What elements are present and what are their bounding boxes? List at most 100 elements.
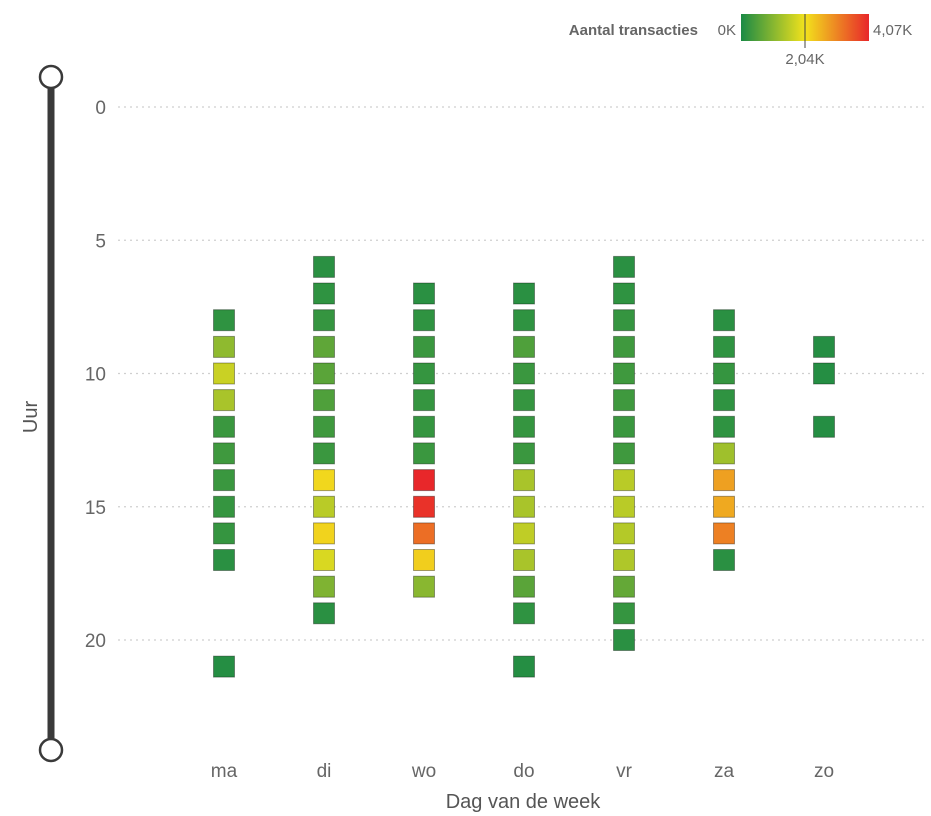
heatmap-cell-vr-17[interactable] [613, 549, 635, 571]
heatmap-cell-za-8[interactable] [713, 309, 735, 332]
heatmap-cell-ma-21[interactable] [213, 655, 235, 678]
legend-min-label: 0K [718, 22, 736, 39]
heatmap-cell-di-15[interactable] [313, 495, 335, 518]
x-axis-label: Dag van de week [446, 791, 602, 813]
heatmap-cell-do-11[interactable] [513, 389, 535, 412]
legend-mid-label: 2,04K [785, 51, 824, 68]
heatmap-cell-do-13[interactable] [513, 442, 535, 465]
slider-handle-bottom[interactable] [38, 737, 64, 763]
heatmap-cell-za-13[interactable] [713, 442, 735, 465]
hour-range-slider[interactable] [38, 64, 64, 763]
legend-title: Aantal transacties [569, 22, 698, 39]
heatmap-cell-wo-8[interactable] [413, 309, 435, 332]
heatmap-cell-vr-19[interactable] [613, 602, 635, 625]
heatmap-cell-za-12[interactable] [713, 415, 735, 438]
heatmap-cell-wo-7[interactable] [413, 282, 435, 305]
heatmap-cell-vr-13[interactable] [613, 442, 635, 465]
heatmap-cell-wo-11[interactable] [413, 389, 435, 412]
heatmap-cell-vr-14[interactable] [613, 469, 635, 492]
heatmap-cell-di-13[interactable] [313, 442, 335, 465]
x-axis-ticks: ma di wo do vr za zo [211, 761, 834, 782]
heatmap-cell-do-7[interactable] [513, 282, 535, 305]
heatmap-cell-zo-9[interactable] [813, 335, 835, 358]
heatmap-cell-za-14[interactable] [713, 469, 735, 492]
heatmap-cell-do-9[interactable] [513, 335, 535, 358]
heatmap-cell-za-11[interactable] [713, 389, 735, 412]
heatmap-cell-vr-20[interactable] [613, 629, 635, 651]
heatmap-cell-do-17[interactable] [513, 549, 535, 571]
heatmap-cell-di-7[interactable] [313, 282, 335, 305]
heatmap-cell-do-8[interactable] [513, 309, 535, 332]
heatmap-cell-vr-9[interactable] [613, 335, 635, 358]
heatmap-cell-wo-9[interactable] [413, 335, 435, 358]
heatmap-cells [213, 255, 835, 678]
heatmap-cell-do-12[interactable] [513, 415, 535, 438]
heatmap-cell-za-10[interactable] [713, 362, 735, 385]
heatmap-cell-wo-12[interactable] [413, 415, 435, 438]
heatmap-cell-do-14[interactable] [513, 469, 535, 492]
heatmap-cell-vr-18[interactable] [613, 575, 635, 598]
heatmap-cell-ma-12[interactable] [213, 415, 235, 438]
heatmap-cell-wo-13[interactable] [413, 442, 435, 465]
heatmap-cell-di-18[interactable] [313, 575, 335, 598]
heatmap-cell-ma-8[interactable] [213, 309, 235, 332]
heatmap-cell-di-16[interactable] [313, 522, 335, 545]
heatmap-cell-vr-8[interactable] [613, 309, 635, 332]
heatmap-cell-vr-10[interactable] [613, 362, 635, 385]
x-tick-label: ma [211, 761, 238, 782]
heatmap-cell-wo-17[interactable] [413, 549, 435, 571]
heatmap-cell-zo-12[interactable] [813, 415, 835, 438]
heatmap-cell-ma-9[interactable] [213, 335, 235, 358]
x-tick-label: za [714, 761, 735, 782]
heatmap-cell-ma-14[interactable] [213, 469, 235, 492]
heatmap-cell-wo-10[interactable] [413, 362, 435, 385]
legend: Aantal transacties 0K 4,07K 2,04K [569, 14, 912, 68]
heatmap-cell-di-9[interactable] [313, 335, 335, 358]
y-tick-label: 15 [85, 498, 106, 519]
heatmap-cell-ma-17[interactable] [213, 549, 235, 571]
heatmap-cell-di-6[interactable] [313, 255, 335, 278]
heatmap-cell-zo-10[interactable] [813, 362, 835, 385]
heatmap-cell-di-12[interactable] [313, 415, 335, 438]
heatmap-cell-di-11[interactable] [313, 389, 335, 412]
x-tick-label: di [317, 761, 332, 782]
heatmap-cell-ma-11[interactable] [213, 389, 235, 412]
y-axis-label: Uur [20, 401, 42, 434]
heatmap-cell-di-19[interactable] [313, 602, 335, 625]
heatmap-cell-za-17[interactable] [713, 549, 735, 571]
heatmap-cell-do-19[interactable] [513, 602, 535, 625]
heatmap-cell-do-15[interactable] [513, 495, 535, 518]
heatmap-cell-wo-14[interactable] [413, 469, 435, 492]
heatmap-cell-ma-10[interactable] [213, 362, 235, 385]
heatmap-cell-vr-7[interactable] [613, 282, 635, 305]
heatmap-cell-vr-12[interactable] [613, 415, 635, 438]
heatmap-cell-vr-11[interactable] [613, 389, 635, 412]
x-tick-label: zo [814, 761, 834, 782]
slider-handle-top[interactable] [38, 64, 64, 90]
heatmap-cell-do-18[interactable] [513, 575, 535, 598]
heatmap-cell-za-9[interactable] [713, 335, 735, 358]
y-axis-ticks: 0 5 10 15 20 [85, 98, 106, 652]
heatmap-cell-di-14[interactable] [313, 469, 335, 492]
heatmap-cell-za-15[interactable] [713, 495, 735, 518]
heatmap-cell-do-16[interactable] [513, 522, 535, 545]
heatmap-cell-za-16[interactable] [713, 522, 735, 545]
heatmap-cell-wo-15[interactable] [413, 495, 435, 518]
heatmap-cell-ma-13[interactable] [213, 442, 235, 465]
heatmap-cell-wo-16[interactable] [413, 522, 435, 545]
heatmap-cell-wo-18[interactable] [413, 575, 435, 598]
y-tick-label: 10 [85, 365, 106, 386]
heatmap-cell-di-17[interactable] [313, 549, 335, 571]
legend-max-label: 4,07K [873, 22, 912, 39]
heatmap-cell-di-10[interactable] [313, 362, 335, 385]
heatmap-cell-do-10[interactable] [513, 362, 535, 385]
heatmap-cell-di-8[interactable] [313, 309, 335, 332]
heatmap-cell-vr-6[interactable] [613, 255, 635, 278]
heatmap-cell-do-21[interactable] [513, 655, 535, 678]
heatmap-cell-vr-16[interactable] [613, 522, 635, 545]
x-tick-label: wo [411, 761, 436, 782]
heatmap-cell-ma-16[interactable] [213, 522, 235, 545]
heatmap-cell-vr-15[interactable] [613, 495, 635, 518]
heatmap-cell-ma-15[interactable] [213, 495, 235, 518]
